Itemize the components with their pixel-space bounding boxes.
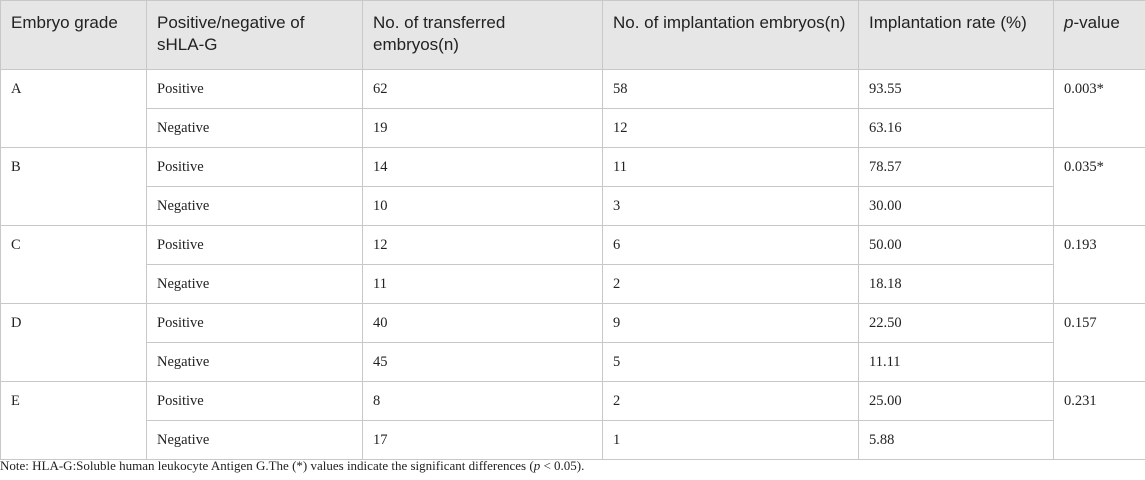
data-cell: 18.18	[858, 264, 1054, 304]
grade-cell: E	[0, 381, 147, 460]
data-cell: 62	[362, 69, 603, 109]
data-cell: Positive	[146, 225, 363, 265]
header-cell: Embryo grade	[0, 0, 147, 70]
note-text: < 0.05).	[540, 458, 585, 473]
data-cell: 10	[362, 186, 603, 226]
data-cell: 58	[602, 69, 859, 109]
table-row: A Positive 62 58 93.55 0.003*	[0, 69, 1145, 148]
data-cell: 11	[602, 147, 859, 187]
data-cell: 9	[602, 303, 859, 343]
note-text: Note: HLA-G:Soluble human leukocyte Anti…	[0, 458, 534, 473]
data-cell: Negative	[146, 342, 363, 382]
data-cell: Negative	[146, 264, 363, 304]
header-cell: p-value	[1053, 0, 1145, 70]
table-row: D Positive 40 9 22.50 0.157	[0, 303, 1145, 382]
note-text: p	[533, 458, 541, 473]
data-cell: 2	[602, 381, 859, 421]
data-cell: 78.57	[858, 147, 1054, 187]
header-text: Positive/negative of sHLA-G	[157, 13, 305, 54]
data-cell: 6	[602, 225, 859, 265]
grade-cell: A	[0, 69, 147, 148]
data-cell: 12	[362, 225, 603, 265]
data-cell: 63.16	[858, 108, 1054, 148]
header-cell: No. of transferred embryos(n)	[362, 0, 603, 70]
header-row: Embryo grade Positive/negative of sHLA-G N…	[0, 0, 1145, 70]
header-text: No. of implantation embryos(n)	[613, 13, 846, 32]
header-text: Embryo grade	[11, 13, 118, 32]
table-row: Negative 17 1 5.88	[1, 420, 1145, 460]
data-cell: 5.88	[858, 420, 1054, 460]
data-cell: 5	[602, 342, 859, 382]
data-cell: 3	[602, 186, 859, 226]
header-text: Implantation rate (%)	[869, 13, 1027, 32]
table-note: Note: HLA-G:Soluble human leukocyte Anti…	[0, 458, 584, 474]
data-cell: 30.00	[858, 186, 1054, 226]
p-value-cell: 0.193	[1053, 225, 1145, 304]
data-cell: 14	[362, 147, 603, 187]
p-value-cell: 0.035*	[1053, 147, 1145, 226]
data-cell: Positive	[146, 69, 363, 109]
table-row: C Positive 12 6 50.00 0.193	[0, 225, 1145, 304]
data-cell: 40	[362, 303, 603, 343]
data-cell: 19	[362, 108, 603, 148]
data-table: Embryo grade Positive/negative of sHLA-G N…	[0, 0, 1145, 460]
data-cell: 22.50	[858, 303, 1054, 343]
data-cell: 17	[362, 420, 603, 460]
data-cell: 8	[362, 381, 603, 421]
data-cell: Negative	[146, 420, 363, 460]
header-text: No. of transferred embryos(n)	[373, 13, 506, 54]
table-row: Negative 45 5 11.11	[1, 342, 1145, 382]
grade-cell: D	[0, 303, 147, 382]
data-cell: 2	[602, 264, 859, 304]
data-cell: 1	[602, 420, 859, 460]
data-cell: Negative	[146, 186, 363, 226]
grade-cell: B	[0, 147, 147, 226]
data-cell: Positive	[146, 147, 363, 187]
grade-cell: C	[0, 225, 147, 304]
data-cell: Positive	[146, 381, 363, 421]
table-row: Negative 19 12 63.16	[1, 108, 1145, 148]
header-cell: Positive/negative of sHLA-G	[146, 0, 363, 70]
data-cell: Positive	[146, 303, 363, 343]
data-cell: 50.00	[858, 225, 1054, 265]
data-cell: 12	[602, 108, 859, 148]
data-cell: 45	[362, 342, 603, 382]
table-row: E Positive 8 2 25.00 0.231	[0, 381, 1145, 460]
data-cell: 11.11	[858, 342, 1054, 382]
p-value-cell: 0.231	[1053, 381, 1145, 460]
p-value-cell: 0.157	[1053, 303, 1145, 382]
p-value-cell: 0.003*	[1053, 69, 1145, 148]
data-cell: 25.00	[858, 381, 1054, 421]
header-cell: No. of implantation embryos(n)	[602, 0, 859, 70]
header-cell: Implantation rate (%)	[858, 0, 1054, 70]
table-row: B Positive 14 11 78.57 0.035*	[0, 147, 1145, 226]
table-row: Negative 11 2 18.18	[1, 264, 1145, 304]
header-text: p-value	[1064, 13, 1120, 32]
data-cell: 93.55	[858, 69, 1054, 109]
table-body: A Positive 62 58 93.55 0.003* Negative 19 12 63.1…	[0, 69, 1145, 460]
data-cell: 11	[362, 264, 603, 304]
table-row: Negative 10 3 30.00	[1, 186, 1145, 226]
data-cell: Negative	[146, 108, 363, 148]
